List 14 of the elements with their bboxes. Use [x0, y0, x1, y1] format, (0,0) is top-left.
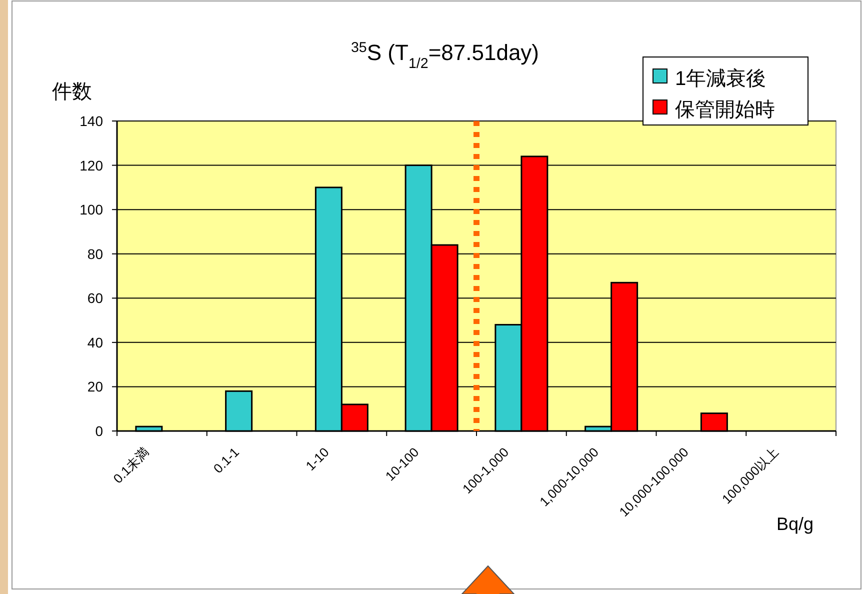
y-tick-label: 120: [80, 157, 104, 174]
y-tick-label: 80: [87, 246, 104, 262]
y-tick-label: 60: [87, 290, 104, 306]
y-tick-label: 20: [87, 378, 104, 395]
x-tick-label: 0.1未満: [110, 444, 152, 486]
y-tick-label: 140: [80, 113, 104, 129]
chart-title: $^{35}$S (T$_{1/2}$=87.51day): [350, 40, 540, 72]
y-tick-label: 0: [95, 423, 104, 439]
y-tick-label: 40: [87, 334, 104, 350]
y-tick-label: 100: [80, 202, 104, 218]
legend-label: 1年減衰後: [675, 68, 766, 90]
legend-label: 保管開始時: [675, 99, 775, 121]
y-axis-title: 件数: [52, 81, 92, 103]
x-axis-title: Bq/g: [776, 514, 814, 534]
